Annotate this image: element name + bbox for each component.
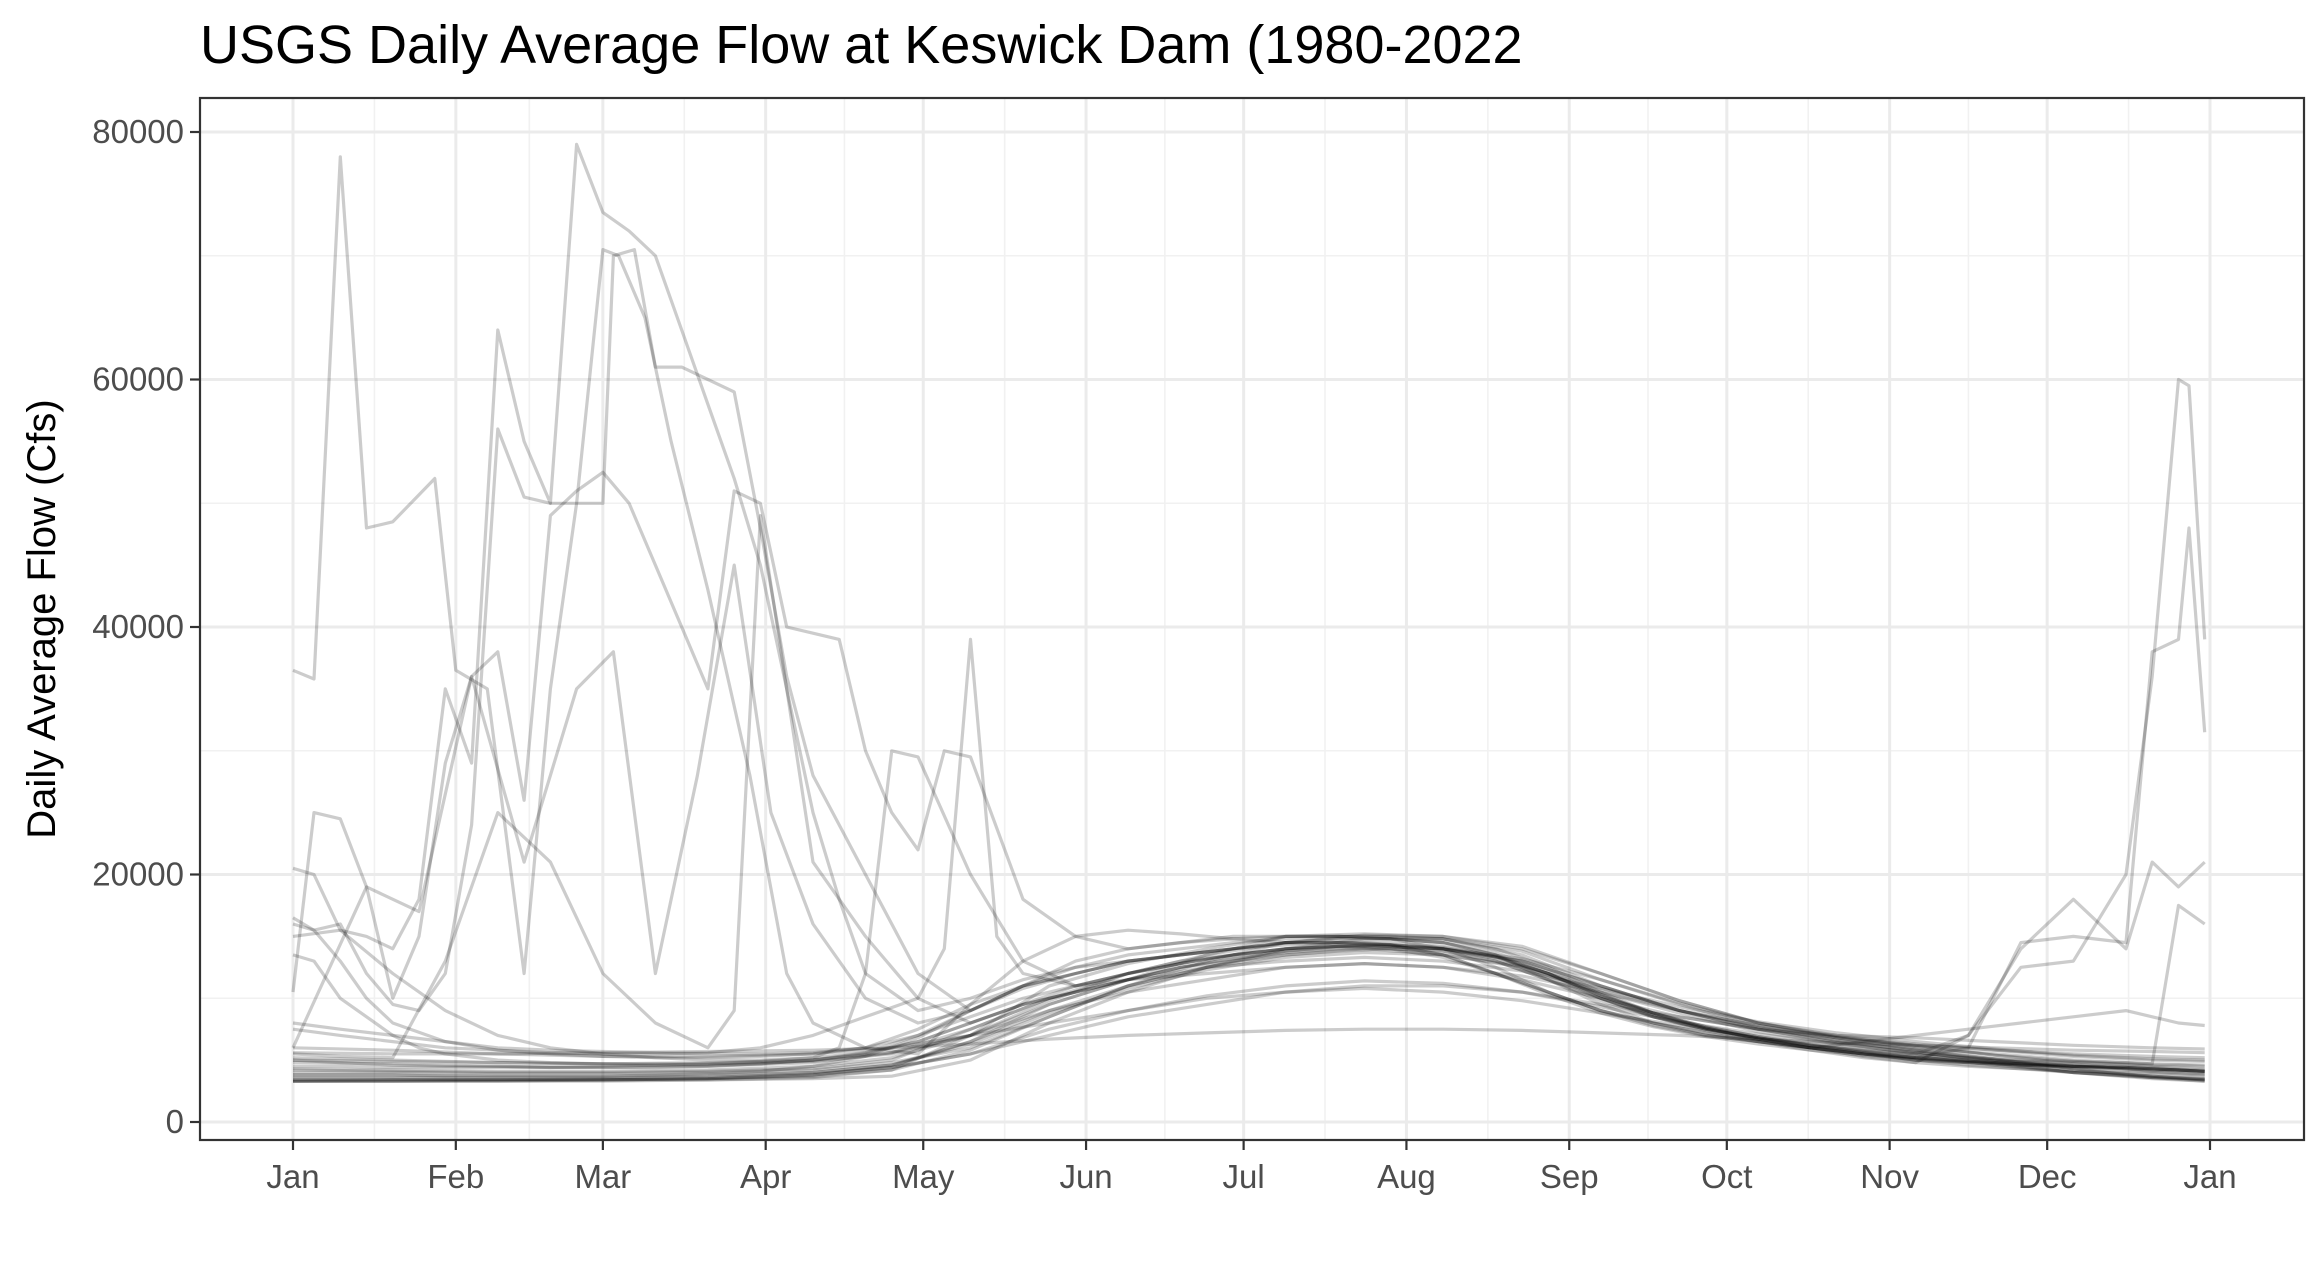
series-line-3 (292, 940, 2205, 1075)
y-tick-label: 80000 (92, 113, 184, 150)
series-line-27 (293, 749, 2205, 1073)
series-line-10 (293, 986, 2205, 1082)
x-tick-label: Apr (740, 1158, 791, 1195)
y-tick-label: 20000 (92, 856, 184, 893)
series-line-12 (293, 933, 2205, 1083)
series-line-13 (292, 943, 2205, 1073)
series-line-14 (293, 950, 2205, 1078)
series-line-29 (292, 922, 2205, 1073)
x-tick-label: Mar (574, 1158, 631, 1195)
series-line-28 (292, 637, 2205, 1068)
x-tick-label: Feb (427, 1158, 484, 1195)
series-line-24 (292, 903, 2206, 1066)
y-axis-title: Daily Average Flow (Cfs) (20, 399, 64, 838)
x-tick-label: Nov (1860, 1158, 1919, 1195)
series-line-30 (292, 940, 2205, 1073)
grid-layer (200, 98, 2304, 1140)
series-line-2 (293, 932, 2205, 1080)
x-tick-label: Jun (1059, 1158, 1112, 1195)
series-line-5 (293, 934, 2205, 1083)
y-tick-label: 60000 (92, 361, 184, 398)
x-tick-label: May (892, 1158, 955, 1195)
x-tick-label: Aug (1377, 1158, 1436, 1195)
x-tick-label: Oct (1701, 1158, 1752, 1195)
tick-layer: 0 20000 40000 60000 80000 Jan Feb Mar Apr May Jun J… (92, 113, 2236, 1195)
series-line-11 (292, 1027, 2205, 1056)
series-line-22 (292, 526, 2207, 1060)
series-layer (291, 142, 2207, 1083)
series-line-7 (293, 947, 2205, 1076)
series-line-25 (291, 563, 2205, 1073)
y-tick-label: 40000 (92, 608, 184, 645)
series-line-8 (293, 944, 2205, 1082)
series-line-20 (291, 470, 2205, 1050)
series-line-1 (293, 937, 2205, 1083)
chart-title: USGS Daily Average Flow at Keswick Dam (… (200, 15, 1523, 75)
y-tick-label: 0 (166, 1103, 184, 1140)
series-line-4 (292, 961, 2205, 1066)
series-line-9 (292, 961, 2205, 1070)
series-line-6 (292, 984, 2205, 1059)
series-line-16 (292, 955, 2205, 1066)
series-line-26 (292, 513, 2205, 1072)
series-line-18 (292, 142, 2205, 1081)
x-tick-label: Jan (266, 1158, 319, 1195)
series-line-17 (292, 155, 2205, 1073)
series-line-15 (292, 979, 2205, 1083)
x-tick-label: Jan (2183, 1158, 2236, 1195)
x-tick-label: Jul (1223, 1158, 1265, 1195)
x-tick-label: Sep (1540, 1158, 1599, 1195)
series-line-23 (293, 860, 2206, 1078)
series-line-21 (292, 377, 2207, 1070)
series-line-19 (292, 248, 2205, 1078)
panel-border (198, 96, 2306, 1142)
x-tick-label: Dec (2018, 1158, 2077, 1195)
